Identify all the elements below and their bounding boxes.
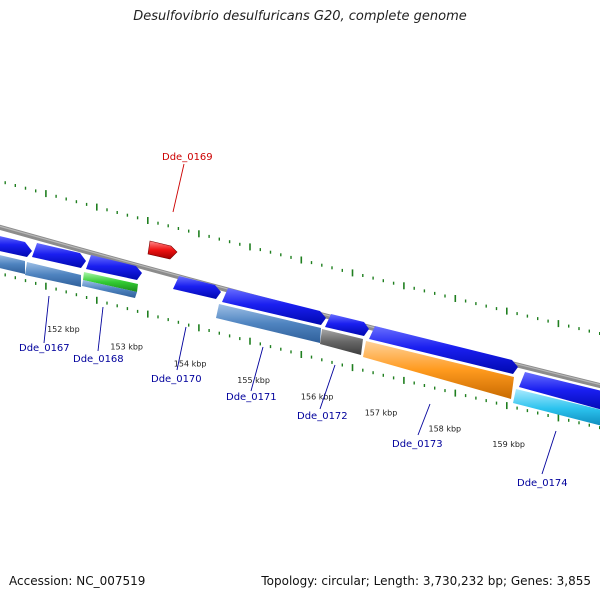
gene-dde-0171-cds[interactable] [222, 288, 326, 325]
label-dde-0174[interactable]: Dde_0174 [517, 478, 568, 489]
gene-dde-0166-cds[interactable] [0, 235, 32, 257]
gene-dde-0168-bar[interactable] [82, 280, 137, 298]
gene-dde-0170-cds[interactable] [173, 276, 221, 299]
label-dde-0168[interactable]: Dde_0168 [73, 354, 124, 365]
gene-dde-0168-cds[interactable] [86, 255, 142, 280]
gene-labels: Dde_0167 Dde_0168 Dde_0169 Dde_0170 Dde_… [19, 152, 568, 489]
label-dde-0171[interactable]: Dde_0171 [226, 392, 277, 403]
label-dde-0169[interactable]: Dde_0169 [162, 152, 213, 163]
scale-label-158: 158 kbp [429, 425, 462, 434]
gene-dde-0172-bar[interactable] [320, 329, 363, 355]
gene-dde-0169[interactable] [147, 240, 178, 260]
label-dde-0167[interactable]: Dde_0167 [19, 343, 70, 354]
label-dde-0170[interactable]: Dde_0170 [151, 374, 202, 385]
gene-dde-0173-bar[interactable] [363, 341, 514, 399]
gene-dde-0171-bar[interactable] [216, 304, 321, 343]
gene-dde-0166-bar[interactable] [0, 254, 25, 274]
gene-dde-0167-bar[interactable] [25, 262, 81, 287]
label-dde-0172[interactable]: Dde_0172 [297, 411, 348, 422]
gene-dde-0174-bar[interactable] [513, 389, 600, 428]
scale-label-152: 152 kbp [47, 325, 80, 334]
gene-dde-0167-cds[interactable] [32, 243, 86, 268]
genome-summary-text: Topology: circular; Length: 3,730,232 bp… [261, 574, 591, 588]
scale-label-154: 154 kbp [174, 359, 207, 368]
gene-dde-0172-cds[interactable] [325, 314, 369, 336]
gene-dde-0173-cds[interactable] [369, 326, 518, 374]
accession-text: Accession: NC_007519 [9, 574, 146, 588]
gene-dde-0174-cds[interactable] [519, 372, 600, 412]
scale-label-157: 157 kbp [365, 409, 398, 418]
inner-scale-ring [4, 273, 600, 430]
scale-label-156: 156 kbp [301, 393, 334, 402]
genome-title: Desulfovibrio desulfuricans G20, complet… [133, 9, 467, 24]
gene-dde-0168-bar-green[interactable] [83, 272, 138, 292]
scale-label-159: 159 kbp [492, 440, 525, 449]
scale-label-153: 153 kbp [110, 342, 143, 351]
label-dde-0173[interactable]: Dde_0173 [392, 439, 443, 450]
callout-lines [43, 163, 557, 475]
